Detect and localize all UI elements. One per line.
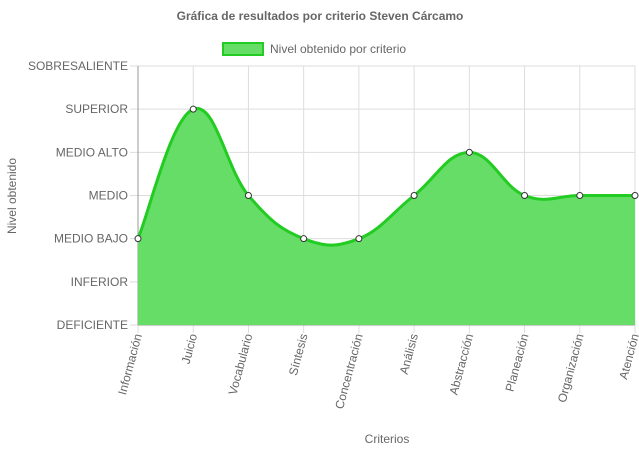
x-tick-label: Información	[115, 332, 145, 396]
x-tick-label: Síntesis	[286, 332, 311, 377]
x-tick-label: Planeación	[503, 332, 532, 393]
x-axis-ticks: Información Juicio Vocabulario Síntesis Conc…	[115, 332, 639, 411]
x-tick-label: Juicio	[179, 332, 201, 366]
area-fill	[138, 108, 635, 326]
data-point[interactable]	[576, 192, 584, 199]
data-point[interactable]	[244, 192, 252, 199]
x-axis-label: Criterios	[365, 432, 410, 446]
x-tick-label: Organización	[555, 332, 587, 404]
y-axis-ticks: DEFICIENTE INFERIOR MEDIO BAJO MEDIO MEDIO A…	[28, 59, 128, 332]
x-tick-label: Análisis	[397, 332, 421, 376]
y-tick-label: DEFICIENTE	[57, 318, 128, 332]
data-point[interactable]	[521, 192, 529, 199]
data-point[interactable]	[300, 235, 308, 243]
y-tick-label: SOBRESALIENTE	[28, 59, 128, 73]
data-point[interactable]	[410, 192, 418, 199]
chart-title: Gráfica de resultados por criterio Steve…	[177, 9, 464, 23]
y-tick-label: SUPERIOR	[65, 102, 128, 116]
legend[interactable]: Nivel obtenido por criterio	[222, 42, 406, 56]
y-tick-label: MEDIO ALTO	[56, 145, 128, 159]
legend-swatch	[222, 42, 264, 56]
y-axis-label: Nivel obtenido	[5, 158, 19, 234]
legend-label: Nivel obtenido por criterio	[270, 42, 406, 56]
y-tick-label: MEDIO	[89, 189, 128, 203]
x-tick-label: Concentración	[332, 332, 366, 410]
y-tick-label: MEDIO BAJO	[54, 232, 128, 246]
y-tick-label: INFERIOR	[71, 275, 129, 289]
series-line	[136, 107, 635, 247]
x-tick-label: Abstracción	[446, 332, 476, 396]
points	[134, 105, 639, 243]
data-point[interactable]	[134, 235, 142, 243]
data-point[interactable]	[189, 105, 197, 113]
data-point[interactable]	[355, 235, 363, 243]
x-tick-label: Vocabulario	[226, 332, 256, 397]
data-point[interactable]	[631, 192, 639, 199]
data-point[interactable]	[465, 148, 473, 156]
area-layer	[136, 107, 635, 326]
x-tick-label: Atención	[616, 332, 639, 381]
